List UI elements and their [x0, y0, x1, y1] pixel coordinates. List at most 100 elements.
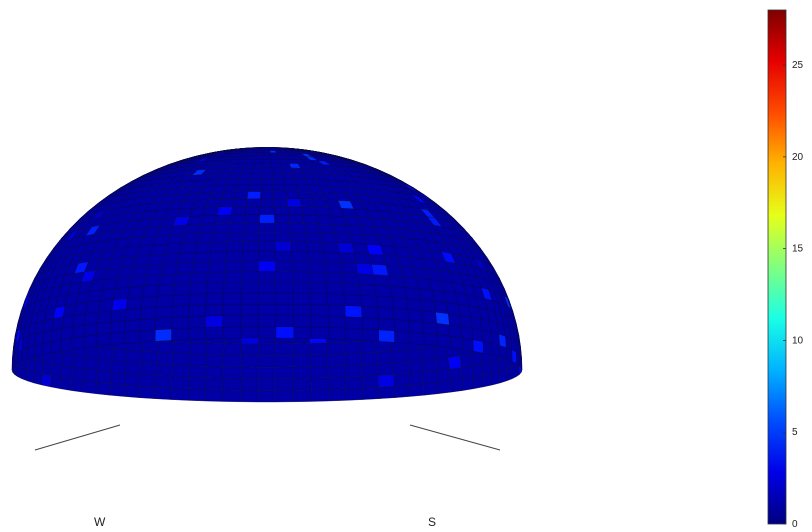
surface-cell [394, 384, 410, 398]
surface-cell [308, 261, 326, 273]
surface-cell [404, 287, 421, 300]
surface-cell [21, 367, 28, 382]
surface-cell [433, 345, 449, 360]
surface-cell [237, 178, 251, 186]
surface-cell [340, 262, 359, 274]
colorbar [767, 9, 787, 525]
surface-cell [378, 329, 395, 343]
surface-cell [205, 354, 224, 367]
surface-cell [391, 349, 408, 364]
surface-cell [318, 223, 336, 234]
surface-cell [310, 354, 329, 367]
surface-cell [109, 383, 125, 397]
surface-cell [205, 377, 224, 391]
surface-cell [72, 355, 86, 370]
surface-cell [293, 326, 312, 339]
surface-cell [328, 377, 346, 390]
surface-cell [97, 310, 113, 324]
surface-cell [243, 231, 260, 242]
surface-cell [321, 242, 340, 253]
surface-cell [275, 271, 293, 283]
surface-cell [27, 345, 35, 360]
surface-cell [242, 241, 260, 252]
surface-cell [343, 353, 362, 366]
surface-cell [155, 363, 173, 377]
surface-cell [83, 334, 97, 348]
surface-cell [274, 223, 291, 233]
surface-cell [361, 306, 379, 319]
surface-cell [227, 232, 245, 243]
surface-cell [459, 353, 473, 368]
surface-cell [247, 184, 262, 192]
surface-cell [272, 184, 287, 192]
surface-cell [371, 264, 389, 276]
surface-cell [222, 315, 241, 328]
surface-cell [172, 294, 191, 307]
surface-cell [189, 353, 207, 367]
surface-cell [258, 355, 276, 368]
surface-cell [96, 321, 112, 335]
surface-cell [258, 281, 276, 294]
surface-cell [392, 308, 409, 321]
surface-cell [290, 241, 308, 252]
surface-cell [341, 272, 360, 285]
surface-cell [33, 343, 43, 358]
surface-cell [342, 341, 361, 355]
surface-cell [229, 214, 246, 224]
surface-cell [261, 172, 273, 179]
surface-cell [113, 287, 130, 300]
surface-cell [147, 253, 166, 266]
surface-cell [292, 354, 311, 368]
surface-cell [125, 361, 142, 375]
surface-cell [257, 390, 277, 403]
surface-cell [275, 326, 294, 339]
surface-cell [126, 296, 143, 310]
surface-cell [377, 306, 394, 320]
surface-cell [171, 305, 190, 318]
surface-cell [511, 364, 517, 380]
surface-cell [222, 326, 241, 339]
surface-cell [328, 315, 346, 329]
surface-cell [448, 355, 462, 370]
surface-cell [194, 242, 213, 253]
surface-cell [472, 363, 484, 378]
surface-cell [260, 184, 274, 192]
surface-cell [246, 191, 261, 200]
surface-cell [301, 206, 318, 216]
surface-cell [155, 306, 173, 319]
surface-cell [378, 385, 395, 399]
surface-cell [111, 298, 128, 311]
surface-cell [345, 376, 363, 389]
surface-cell [158, 273, 177, 286]
surface-cell [156, 295, 174, 308]
surface-cell [244, 214, 260, 224]
surface-cell [470, 352, 483, 366]
surface-cell [84, 311, 99, 326]
surface-cell [293, 378, 312, 391]
surface-cell [156, 352, 174, 365]
surface-cell [274, 231, 291, 242]
surface-cell [257, 378, 277, 391]
colorbar-tick-label: 25 [792, 60, 804, 71]
surface-cell [42, 329, 53, 344]
surface-cell [164, 243, 183, 255]
surface-cell [73, 302, 88, 316]
surface-cell [470, 316, 483, 331]
surface-cell [257, 315, 277, 327]
surface-cell [435, 357, 450, 371]
surface-cell [33, 371, 43, 386]
surface-cell [433, 300, 449, 314]
surface-cell [71, 367, 85, 381]
surface-cell [96, 382, 111, 396]
surface-cell [336, 242, 355, 254]
surface-cell [255, 152, 265, 156]
surface-cell [343, 294, 362, 307]
surface-cell [506, 367, 513, 382]
surface-cell [262, 163, 272, 168]
surface-cell [287, 206, 304, 216]
surface-cell [409, 331, 425, 345]
surface-cell [42, 361, 53, 376]
surface-cell [308, 271, 327, 284]
surface-cell [127, 286, 145, 299]
